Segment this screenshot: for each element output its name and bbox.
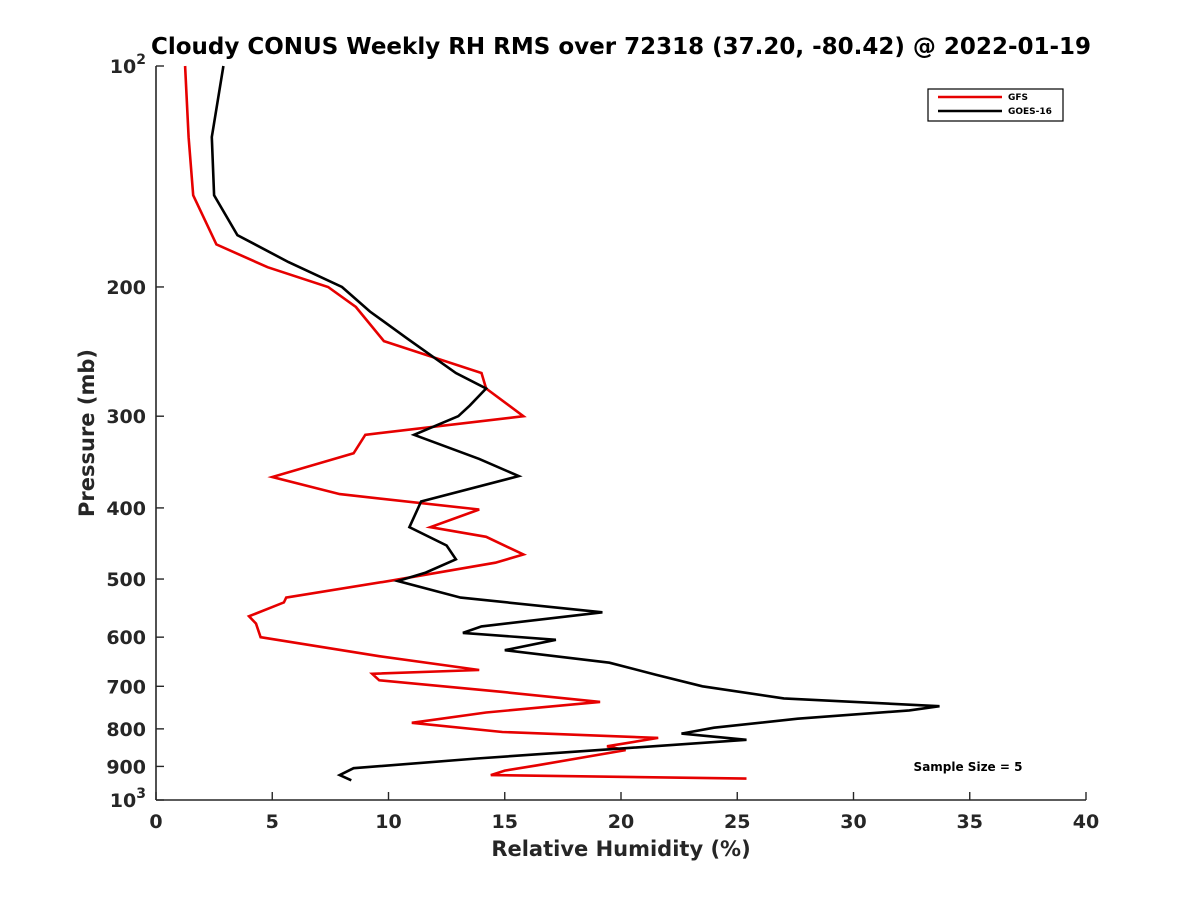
x-tick-label: 5	[266, 811, 279, 833]
legend-label-goes-16: GOES-16	[1008, 107, 1052, 117]
x-tick-label: 25	[724, 811, 750, 833]
y-tick-label: 102	[110, 52, 146, 78]
y-tick-label: 700	[106, 676, 146, 698]
y-tick-label: 300	[106, 406, 146, 428]
x-tick-label: 20	[608, 811, 634, 833]
x-tick-label: 15	[492, 811, 518, 833]
legend-label-gfs: GFS	[1008, 93, 1028, 103]
sample-size-annotation: Sample Size = 5	[914, 760, 1023, 774]
y-tick-label-base: 10	[110, 790, 136, 812]
x-ticks: 0 5 10 15 20 25 30 35 40	[149, 792, 1099, 833]
y-tick-label: 400	[106, 498, 146, 520]
y-tick-label-exponent: 2	[136, 52, 146, 68]
y-tick-label: 500	[106, 569, 146, 591]
y-tick-label: 900	[106, 756, 146, 778]
y-axis-label: Pressure (mb)	[75, 349, 99, 517]
legend: GFS GOES-16	[927, 88, 1064, 122]
legend-box	[927, 88, 1064, 122]
y-tick-label: 103	[110, 786, 146, 812]
chart-title: Cloudy CONUS Weekly RH RMS over 72318 (3…	[151, 34, 1091, 60]
y-tick-label: 600	[106, 627, 146, 649]
series-layer	[183, 65, 940, 782]
series-line-gfs	[183, 65, 747, 780]
x-tick-label: 40	[1073, 811, 1099, 833]
y-tick-label: 800	[106, 719, 146, 741]
y-tick-label-base: 10	[110, 56, 136, 78]
y-tick-label-exponent: 3	[136, 786, 146, 802]
x-tick-label: 35	[957, 811, 983, 833]
series-line-goes-16	[210, 65, 940, 782]
x-axis-label: Relative Humidity (%)	[491, 837, 750, 861]
x-tick-label: 10	[375, 811, 401, 833]
x-tick-label: 30	[840, 811, 866, 833]
x-tick-label: 0	[149, 811, 162, 833]
y-tick-label: 200	[106, 277, 146, 299]
